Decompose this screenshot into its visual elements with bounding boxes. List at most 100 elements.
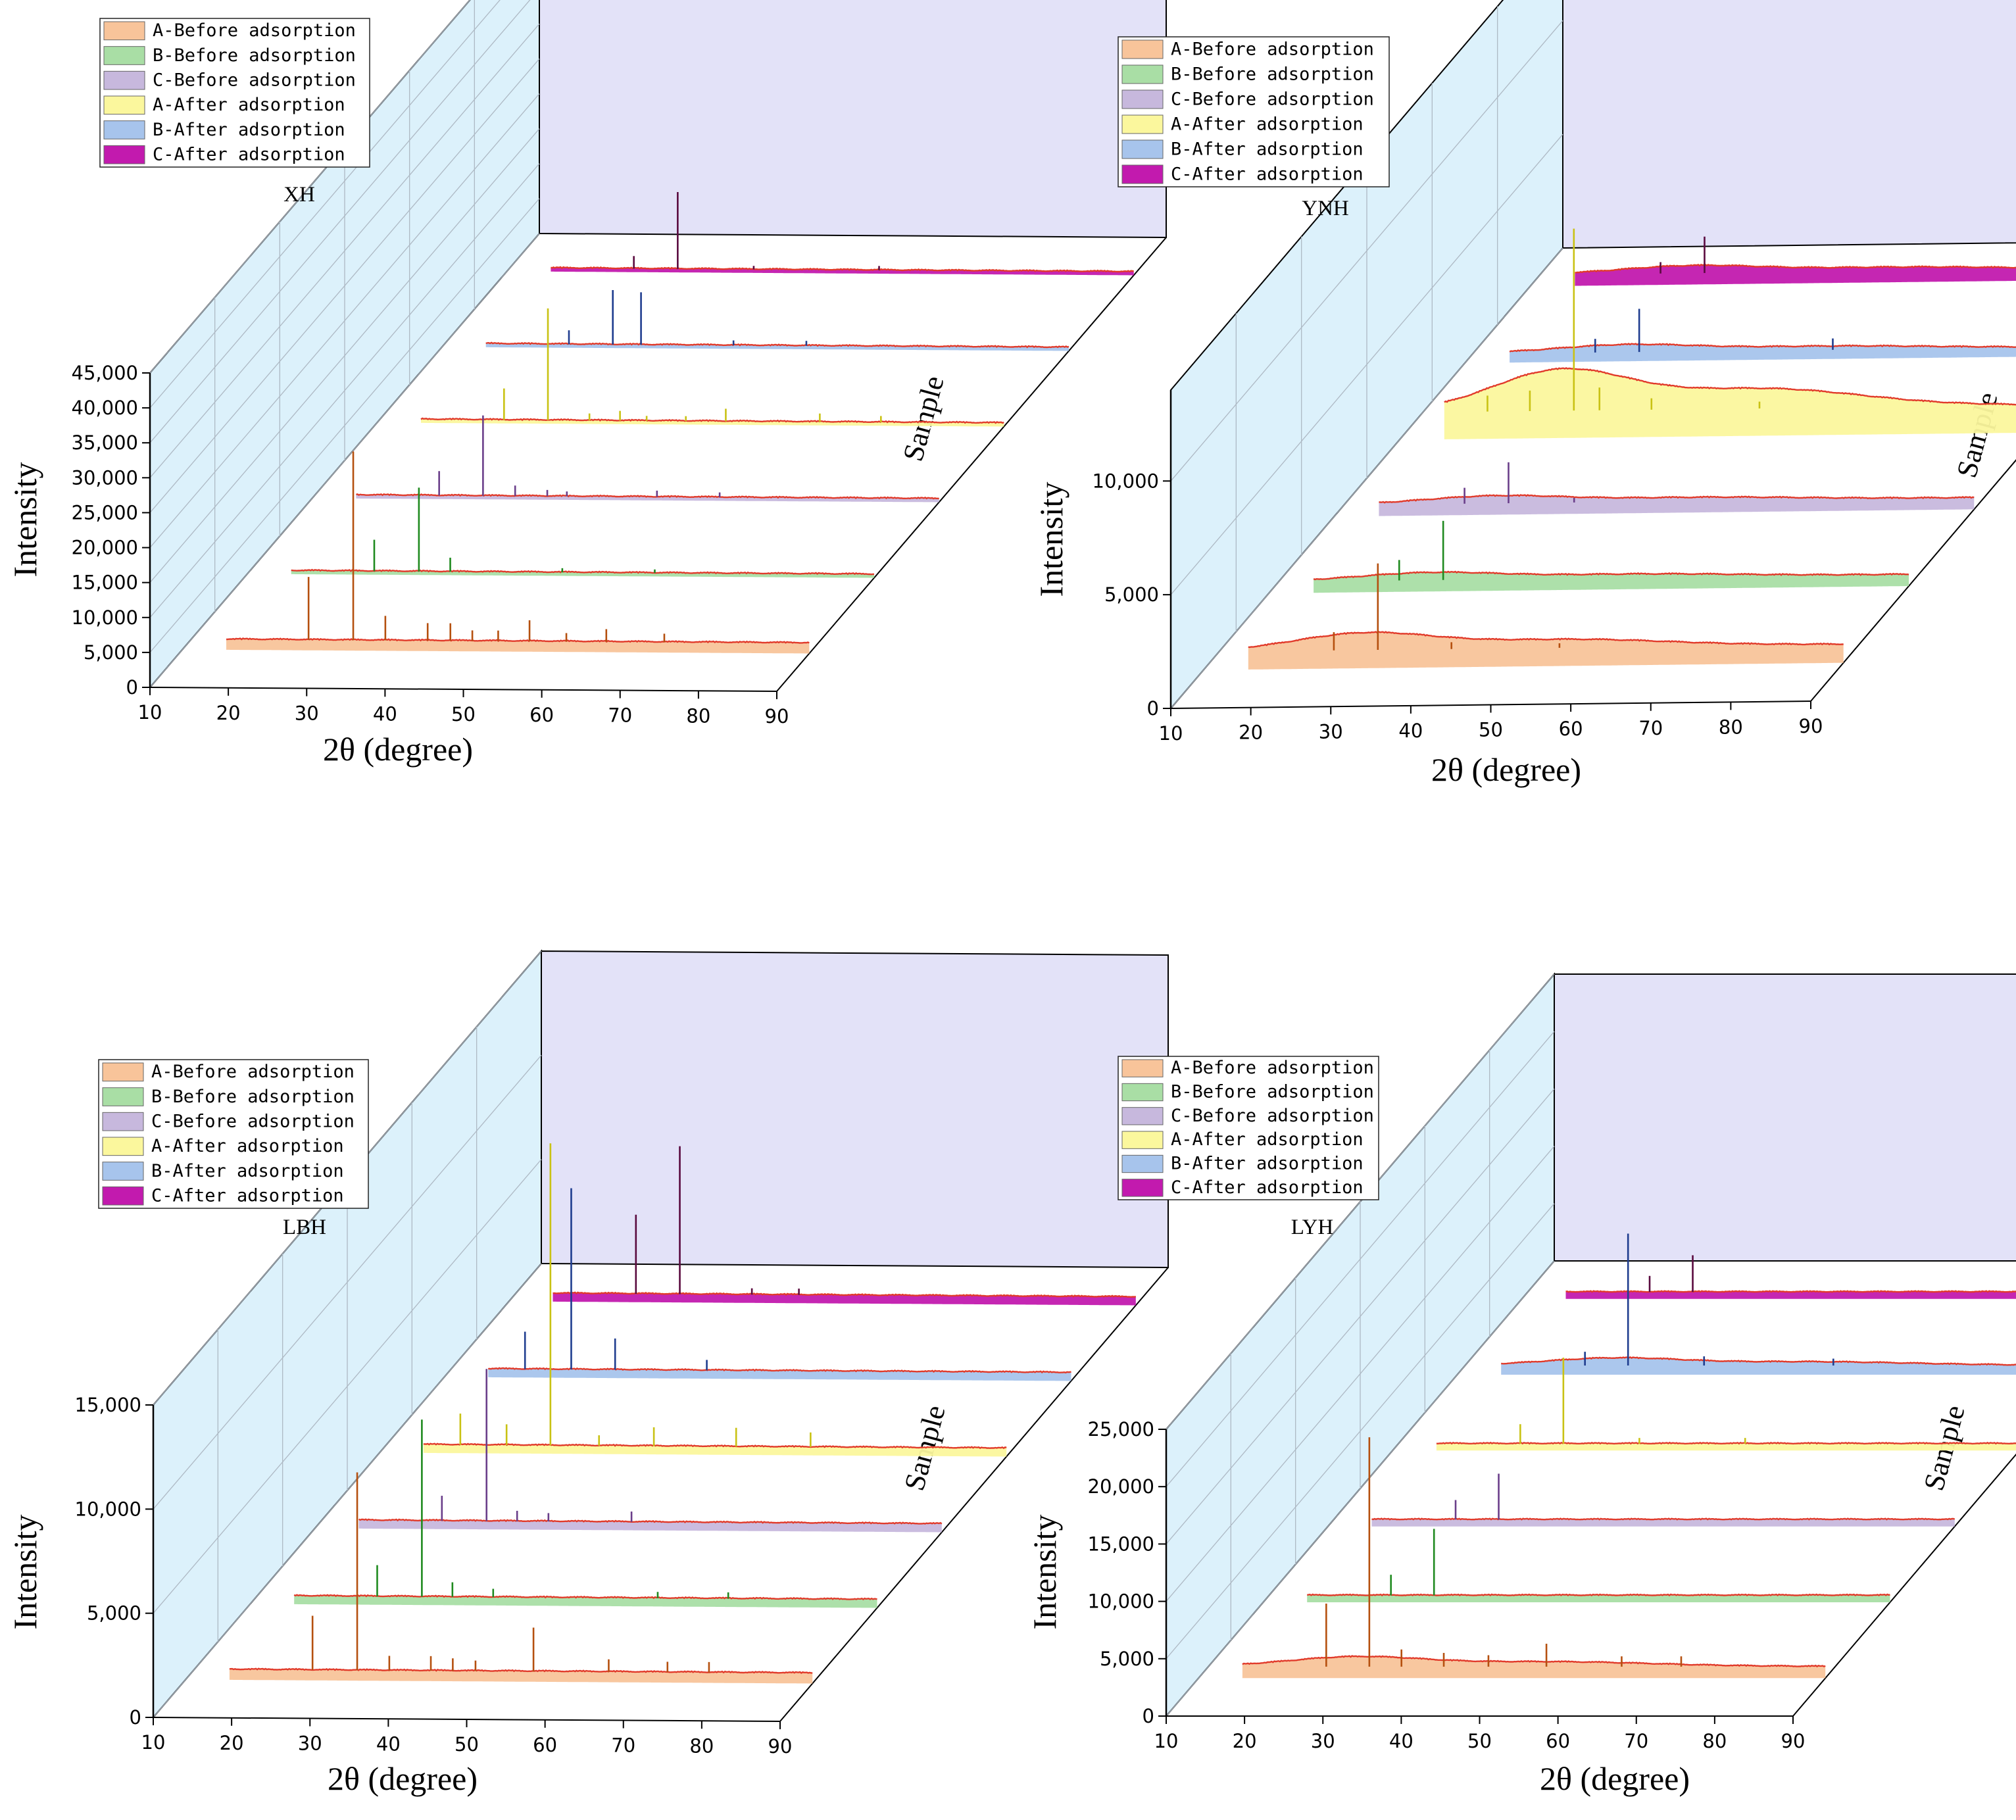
x-tick-label: 60 [1546, 1730, 1570, 1752]
legend-swatch [103, 21, 145, 41]
legend-entry: B-Before adsorption [153, 45, 356, 66]
x-tick-label: 30 [298, 1733, 322, 1755]
series-trace [423, 1442, 1007, 1450]
panel-title: XH [283, 183, 315, 207]
sample-axis-title: Sample [897, 372, 950, 464]
y-tick-label: 0 [126, 676, 138, 699]
y-tick-label: 5,000 [84, 641, 138, 664]
series-a-after-adsorption [1444, 228, 2016, 439]
legend-swatch [103, 70, 145, 90]
y-tick-label: 35,000 [72, 431, 138, 454]
x-axis-title: 2θ (degree) [328, 1760, 478, 1797]
y-tick-label: 5,000 [1100, 1648, 1154, 1670]
legend-entry: B-Before adsorption [151, 1087, 355, 1107]
y-tick-label: 5,000 [1104, 583, 1159, 606]
series-fill [1307, 1594, 1890, 1602]
legend-swatch [1121, 1154, 1164, 1173]
panel-title: YNH [1302, 197, 1349, 220]
series-fill [1575, 264, 2016, 286]
y-tick-label: 45,000 [72, 362, 138, 384]
legend-swatch [103, 95, 145, 115]
x-tick-label: 70 [611, 1734, 635, 1757]
x-tick-label: 20 [220, 1732, 244, 1754]
series-trace [551, 266, 1134, 273]
x-tick-label: 90 [765, 705, 789, 727]
series-fill [1510, 343, 2016, 363]
series-fill [356, 494, 939, 503]
series-fill [1379, 495, 1975, 516]
y-tick-label: 10,000 [1088, 1590, 1154, 1613]
series-trace [1242, 1655, 1826, 1668]
series-b-after-adsorption [488, 1188, 1071, 1381]
x-tick-label: 20 [1233, 1730, 1257, 1752]
back-wall [539, 0, 1167, 239]
legend-entry: C-After adsorption [151, 1185, 344, 1206]
y-tick-label: 10,000 [75, 1498, 141, 1520]
x-tick-label: 70 [1624, 1730, 1648, 1752]
legend-entry: A-Before adsorption [1171, 39, 1374, 59]
legend-swatch [102, 1112, 144, 1131]
y-tick-label: 0 [130, 1706, 141, 1729]
x-tick-label: 30 [1311, 1730, 1335, 1752]
legend-swatch [102, 1186, 144, 1206]
legend-entry: B-After adsorption [153, 120, 345, 140]
series-a-before-adsorption [226, 451, 810, 654]
x-tick-label: 60 [529, 704, 554, 726]
legend-swatch [102, 1137, 144, 1156]
series-trace [291, 568, 874, 576]
y-tick-label: 0 [1143, 1705, 1154, 1727]
series-fill [1501, 1357, 2016, 1375]
legend-entry: A-After adsorption [1171, 1129, 1364, 1150]
series-trace [358, 1518, 943, 1525]
x-tick-label: 50 [455, 1733, 479, 1756]
series-trace [1307, 1593, 1890, 1596]
legend-entry: A-After adsorption [151, 1136, 344, 1156]
x-tick-label: 80 [1719, 716, 1743, 738]
series-b-after-adsorption [1501, 1233, 2016, 1375]
series-trace [1248, 631, 1844, 649]
depth-axis-line [1792, 1453, 2016, 1717]
legend-entry: B-After adsorption [1171, 139, 1364, 159]
x-tick-label: 30 [1319, 720, 1343, 743]
series-c-after-adsorption [553, 1146, 1137, 1306]
series-trace [1371, 1517, 1955, 1521]
depth-axis-line [1810, 459, 2016, 702]
series-b-after-adsorption [1509, 308, 2016, 363]
series-trace [488, 1367, 1071, 1374]
series-c-before-adsorption [356, 415, 939, 503]
x-axis-title: 2θ (degree) [1540, 1760, 1690, 1797]
legend-entry: B-Before adsorption [1171, 1081, 1374, 1102]
y-tick-label: 15,000 [75, 1394, 141, 1416]
x-tick-label: 80 [1702, 1730, 1727, 1752]
legend-swatch [1121, 1179, 1164, 1197]
legend-swatch [102, 1162, 144, 1181]
y-axis-title: Intensity [7, 462, 43, 578]
x-tick-label: 10 [138, 701, 162, 724]
x-tick-label: 50 [451, 703, 476, 726]
series-b-before-adsorption [291, 487, 874, 578]
y-tick-label: 40,000 [72, 397, 138, 419]
depth-axis-line [779, 1267, 1169, 1722]
legend-swatch [102, 1062, 144, 1082]
x-tick-label: 40 [1398, 720, 1423, 742]
series-trace [356, 493, 939, 500]
legend-entry: A-Before adsorption [151, 1062, 355, 1082]
y-tick-label: 30,000 [72, 466, 138, 489]
chart-panel-xh: 10 20 30 40 50 60 70 80 90 0 5,000 10,000 15,000 20,0… [7, 0, 1167, 768]
x-tick-label: 60 [1559, 718, 1583, 740]
series-fill [1436, 1442, 2016, 1451]
series-trace [229, 1667, 813, 1674]
legend-entry: B-After adsorption [151, 1161, 344, 1181]
legend-swatch [1121, 114, 1164, 134]
legend-swatch [1121, 1059, 1164, 1077]
legend: A-Before adsorption B-Before adsorption C-… [1118, 1056, 1379, 1200]
panel-title: LBH [283, 1216, 326, 1239]
series-a-before-adsorption [229, 1472, 813, 1684]
y-tick-label: 10,000 [1093, 470, 1159, 492]
series-fill [553, 1292, 1136, 1306]
legend-entry: C-After adsorption [1171, 164, 1364, 184]
x-tick-label: 40 [1389, 1730, 1414, 1752]
legend-box [99, 18, 370, 168]
legend-entry: B-After adsorption [1171, 1153, 1364, 1173]
series-trace [553, 1291, 1137, 1298]
